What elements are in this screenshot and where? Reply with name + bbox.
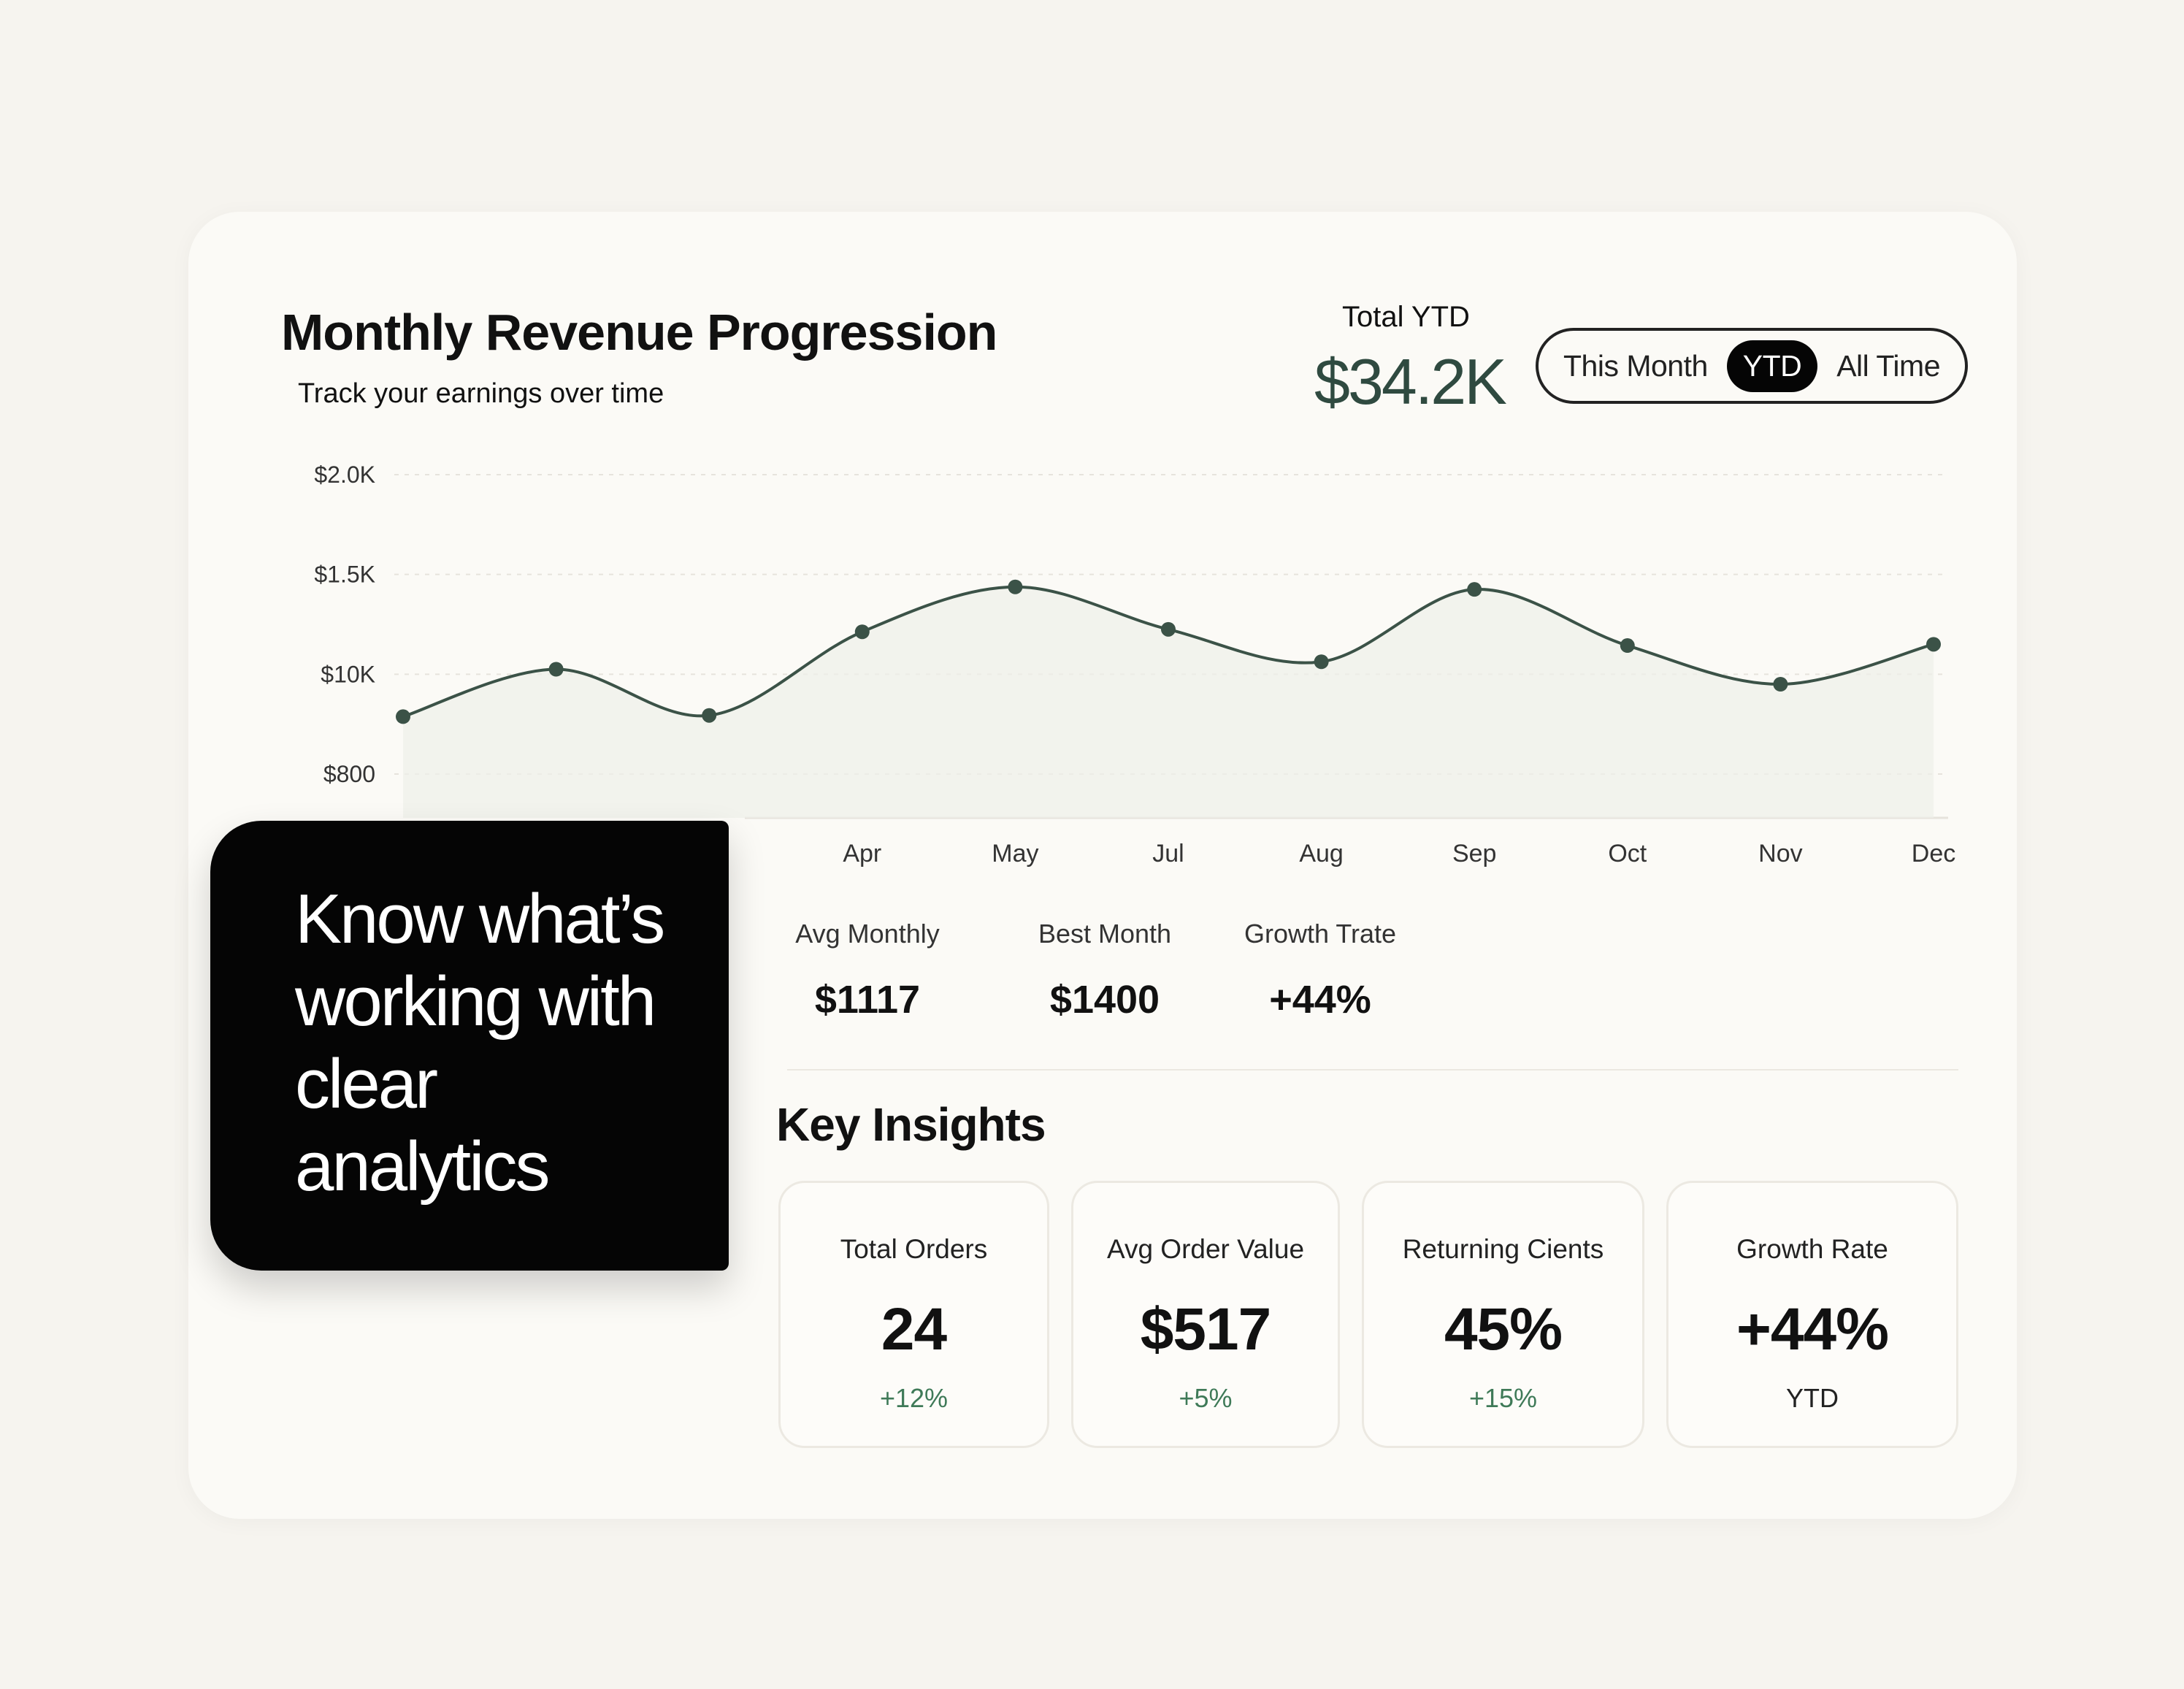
insight-value: $517	[1140, 1296, 1271, 1363]
stat-value: $1400	[1049, 978, 1160, 1022]
page-subtitle: Track your earnings over time	[298, 378, 664, 409]
insight-delta: YTD	[1786, 1383, 1839, 1413]
insight-delta: +12%	[879, 1383, 949, 1413]
promo-headline: Know what’s working with clear analytics	[295, 880, 665, 1206]
x-tick-label: Sep	[1452, 840, 1497, 868]
stat-label: Best Month	[1038, 919, 1172, 949]
data-point	[854, 624, 870, 640]
insight-card-total-orders: Total Orders 24 +12%	[778, 1181, 1049, 1448]
y-tick-label: $1.5K	[314, 562, 375, 588]
data-point	[1926, 637, 1941, 652]
y-tick-label: $10K	[321, 661, 375, 687]
insight-delta: +15%	[1468, 1383, 1538, 1413]
period-toggle: This Month YTD All Time	[1536, 328, 1968, 404]
data-point	[702, 708, 717, 723]
insight-label: Avg Order Value	[1106, 1234, 1305, 1264]
data-point	[548, 662, 564, 677]
x-tick-label: Nov	[1758, 840, 1802, 868]
insight-card-growth-rate: Growth Rate +44% YTD	[1666, 1181, 1958, 1448]
insight-delta: +5%	[1179, 1383, 1233, 1413]
toggle-all-time[interactable]: All Time	[1836, 348, 1940, 383]
toggle-ytd[interactable]: YTD	[1726, 340, 1818, 392]
data-point	[1620, 638, 1635, 654]
insight-card-avg-order-value: Avg Order Value $517 +5%	[1071, 1181, 1340, 1448]
stat-value: +44%	[1269, 978, 1371, 1022]
insight-value: +44%	[1736, 1296, 1889, 1363]
stat-label: Avg Monthly	[795, 919, 940, 949]
y-tick-label: $800	[323, 761, 375, 787]
promo-card: Know what’s working with clear analytics	[210, 821, 729, 1271]
x-tick-label: Oct	[1608, 840, 1647, 868]
section-divider	[787, 1069, 1958, 1071]
data-point	[396, 709, 410, 724]
stat-best-month: Best Month $1400	[1017, 919, 1192, 1022]
data-point	[1314, 654, 1329, 670]
y-tick-label: $2.0K	[314, 461, 375, 488]
x-tick-label: May	[992, 840, 1038, 868]
x-tick-label: Apr	[843, 840, 881, 868]
insight-label: Total Orders	[840, 1234, 988, 1264]
total-ytd-label: Total YTD	[1342, 301, 1470, 333]
page-title: Monthly Revenue Progression	[281, 304, 997, 361]
key-insights-title: Key Insights	[776, 1098, 1046, 1151]
insight-card-returning-clients: Returning Cients 45% +15%	[1362, 1181, 1644, 1448]
series-area	[403, 586, 1934, 818]
x-tick-label: Jul	[1152, 840, 1184, 868]
data-point	[1773, 677, 1788, 692]
insight-label: Returning Cients	[1402, 1234, 1604, 1264]
x-tick-label: Aug	[1299, 840, 1344, 868]
toggle-this-month[interactable]: This Month	[1563, 348, 1708, 383]
revenue-line-chart: $2.0K $1.5K $10K $800 Apr May Jul Aug Sep Oct Nov D…	[314, 461, 1955, 868]
insight-value: 24	[881, 1296, 947, 1363]
data-point	[1161, 621, 1176, 637]
stat-avg-monthly: Avg Monthly $1117	[780, 919, 955, 1022]
stat-growth: Growth Trate +44%	[1233, 919, 1408, 1022]
total-ytd-value: $34.2K	[1314, 345, 1507, 418]
stat-label: Growth Trate	[1244, 919, 1397, 949]
data-point	[1008, 579, 1023, 594]
insight-label: Growth Rate	[1736, 1234, 1888, 1264]
stat-value: $1117	[814, 978, 921, 1022]
insight-value: 45%	[1444, 1296, 1563, 1363]
x-tick-label: Dec	[1912, 840, 1955, 868]
data-point	[1467, 582, 1482, 597]
